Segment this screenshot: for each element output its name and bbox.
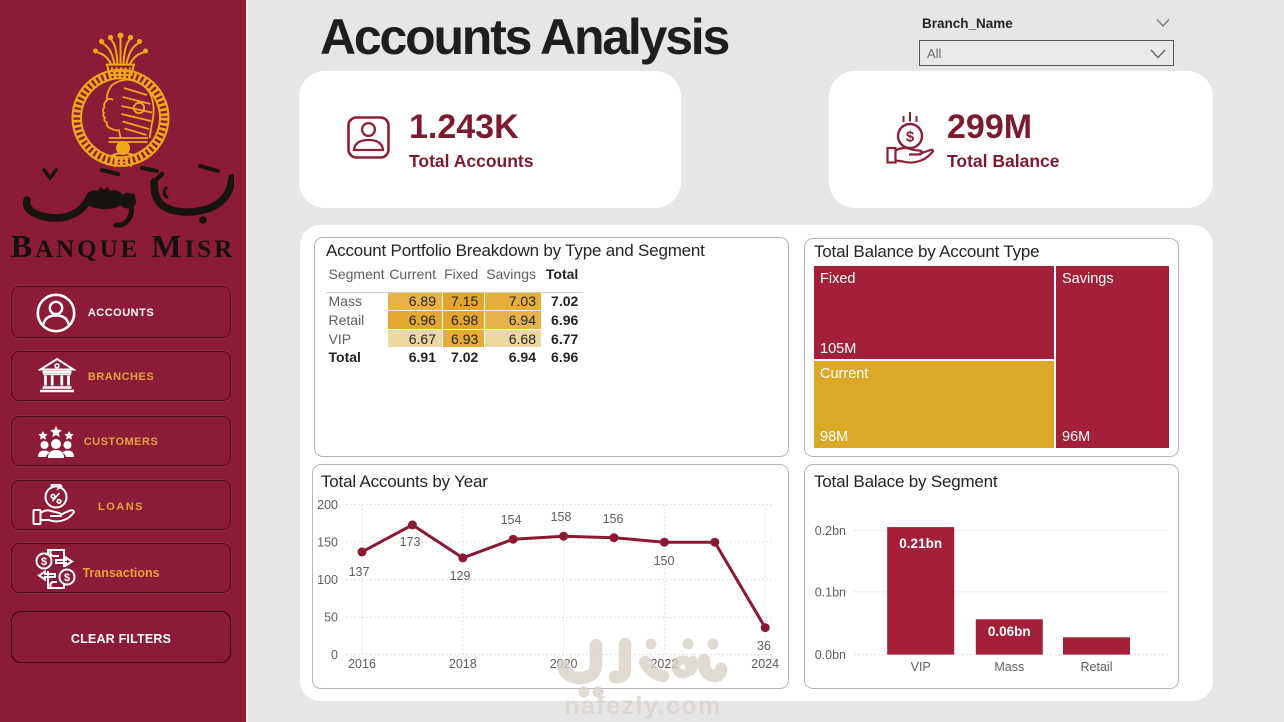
svg-text:150: 150 — [654, 554, 675, 568]
svg-text:50: 50 — [324, 611, 338, 625]
svg-text:154: 154 — [501, 513, 522, 527]
svg-text:$: $ — [906, 129, 915, 146]
svg-text:Mass: Mass — [994, 660, 1024, 674]
svg-text:$: $ — [41, 556, 47, 568]
svg-text:0.2bn: 0.2bn — [815, 524, 846, 538]
svg-text:0: 0 — [331, 648, 338, 662]
svg-text:100: 100 — [317, 573, 338, 587]
svg-text:150: 150 — [317, 536, 338, 550]
svg-text:VIP: VIP — [911, 660, 931, 674]
svg-text:0.21bn: 0.21bn — [899, 536, 942, 551]
svg-text:nafezly.com: nafezly.com — [564, 692, 722, 720]
svg-text:36: 36 — [757, 639, 771, 653]
svg-text:0.0bn: 0.0bn — [815, 648, 846, 662]
svg-text:158: 158 — [551, 510, 572, 524]
svg-text:173: 173 — [400, 535, 421, 549]
svg-text:129: 129 — [450, 569, 471, 583]
svg-text:2018: 2018 — [449, 657, 477, 671]
svg-text:0.1bn: 0.1bn — [815, 585, 846, 599]
svg-text:2016: 2016 — [348, 657, 376, 671]
svg-text:137: 137 — [349, 565, 370, 579]
svg-text:Retail: Retail — [1081, 660, 1113, 674]
svg-text:0.06bn: 0.06bn — [988, 624, 1031, 639]
svg-text:156: 156 — [603, 512, 624, 526]
svg-text:200: 200 — [317, 498, 338, 512]
svg-text:$: $ — [64, 572, 70, 584]
svg-text:2024: 2024 — [751, 657, 779, 671]
